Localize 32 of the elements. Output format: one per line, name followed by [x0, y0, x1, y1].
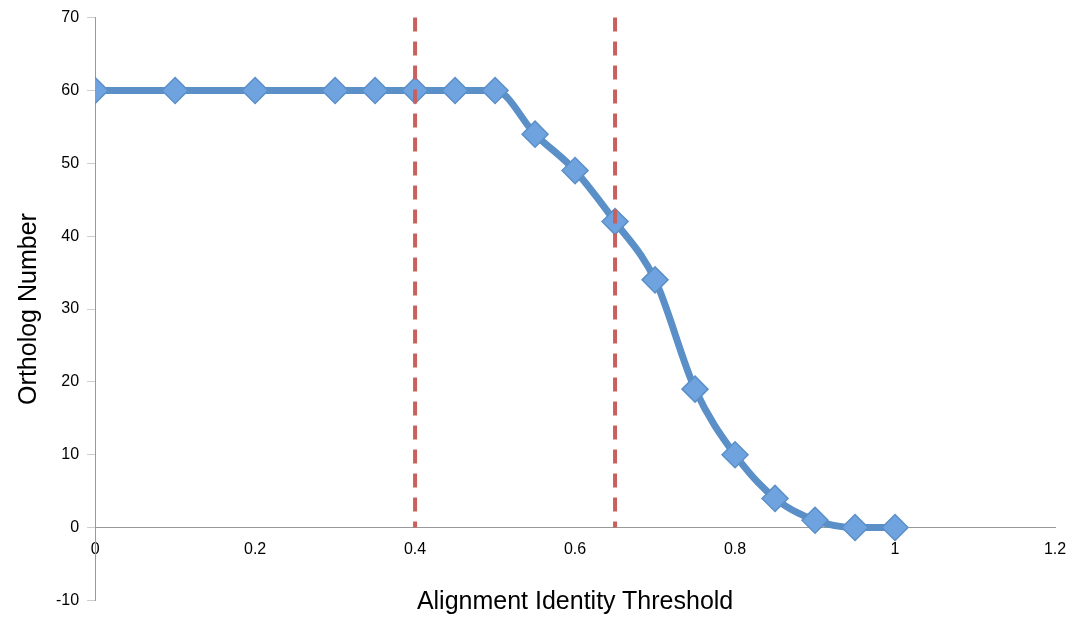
point [481, 76, 509, 105]
x-tick-label: 1.2 [1043, 539, 1067, 557]
point [441, 76, 469, 105]
y-tick-label: 0 [70, 517, 80, 535]
x-tick-label: 0.4 [403, 539, 427, 557]
point [841, 513, 869, 542]
y-tick-label: 40 [61, 226, 80, 244]
y-tick-label: 30 [61, 299, 80, 317]
point [521, 120, 549, 148]
y-tick-label: -10 [56, 590, 80, 608]
y-tick-label: 10 [61, 445, 80, 463]
y-tick-label: 20 [61, 372, 80, 390]
y-axis-title: Ortholog Number [12, 213, 41, 405]
y-tick-label: 70 [61, 8, 80, 26]
x-axis-title: Alignment Identity Threshold [416, 585, 734, 614]
point [881, 513, 909, 542]
point [641, 266, 669, 294]
point [361, 76, 389, 105]
x-tick-label: 1 [890, 539, 900, 557]
point [721, 440, 749, 469]
x-tick-label: 0.8 [723, 539, 747, 557]
point [561, 156, 589, 185]
point [681, 375, 709, 403]
point [321, 76, 349, 105]
x-tick-label: 0.2 [243, 539, 267, 557]
point [161, 76, 189, 105]
point [801, 506, 829, 535]
point [761, 484, 789, 513]
point [241, 76, 269, 105]
y-tick-label: 60 [61, 80, 80, 98]
x-tick-label: 0.6 [563, 539, 587, 557]
y-tick-label: 50 [61, 153, 80, 171]
